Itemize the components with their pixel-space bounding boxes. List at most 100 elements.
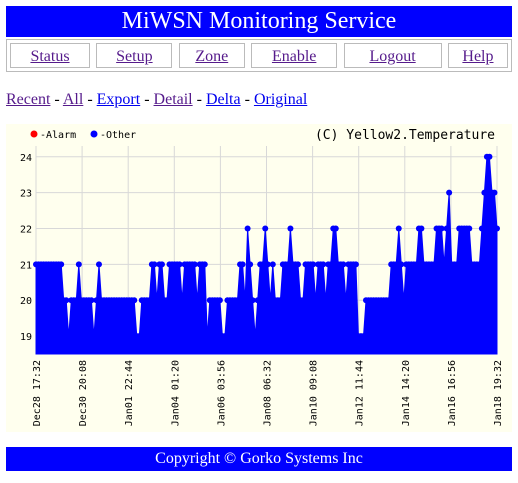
data-point: [65, 333, 72, 340]
data-point: [88, 297, 95, 304]
data-point: [400, 297, 407, 304]
data-point: [262, 225, 269, 232]
nav-enable-link[interactable]: Enable: [251, 43, 338, 68]
x-tick-label: Jan06 03:56: [216, 360, 227, 426]
data-point: [75, 261, 82, 268]
data-point: [352, 261, 359, 268]
view-delta-link[interactable]: Delta: [205, 91, 241, 108]
data-point: [360, 333, 367, 340]
link-separator: -: [50, 91, 63, 108]
data-point: [310, 261, 317, 268]
x-tick-label: Jan14 14:20: [401, 360, 412, 426]
x-tick-label: Dec30 20:08: [78, 360, 89, 426]
data-point: [476, 261, 483, 268]
data-point: [277, 297, 284, 304]
app-title: MiWSN Monitoring Service: [6, 6, 512, 37]
data-point: [481, 189, 488, 196]
data-point: [163, 297, 170, 304]
data-point: [431, 261, 438, 268]
data-point: [418, 225, 425, 232]
view-export-link[interactable]: Export: [96, 91, 141, 108]
data-point: [494, 225, 500, 232]
y-tick-label: 19: [20, 332, 32, 343]
data-point: [267, 297, 274, 304]
data-point: [393, 261, 400, 268]
data-point: [413, 261, 420, 268]
data-point: [63, 297, 70, 304]
data-point: [269, 261, 276, 268]
chart-title: (C) Yellow2.Temperature: [315, 128, 495, 143]
data-point: [90, 333, 97, 340]
data-point: [95, 261, 102, 268]
y-tick-label: 21: [20, 260, 32, 271]
data-point: [201, 261, 208, 268]
view-original-link[interactable]: Original: [253, 91, 308, 108]
data-point: [453, 261, 460, 268]
data-point: [398, 261, 405, 268]
x-tick-label: Jan16 16:56: [447, 360, 458, 426]
data-point: [146, 297, 153, 304]
x-tick-label: Jan01 22:44: [124, 360, 135, 426]
y-tick-label: 24: [20, 153, 32, 164]
data-point: [158, 261, 165, 268]
x-tick-label: Dec28 17:32: [32, 360, 43, 426]
x-tick-label: Jan08 06:32: [263, 360, 274, 426]
data-point: [300, 297, 307, 304]
data-point: [234, 297, 241, 304]
data-point: [242, 297, 249, 304]
nav-help-link[interactable]: Help: [447, 43, 508, 68]
chart-svg: 19 20 21 22 23 24 Dec28 17:32 Dec30 20:08 Jan01 …: [20, 128, 504, 426]
data-point: [216, 297, 223, 304]
view-detail-link[interactable]: Detail: [153, 91, 193, 108]
data-point: [252, 333, 259, 340]
data-point: [443, 225, 450, 232]
legend-swatch-other: [90, 130, 98, 138]
link-separator: -: [240, 91, 254, 108]
data-point: [73, 297, 80, 304]
view-recent-link[interactable]: Recent: [6, 91, 51, 108]
data-point: [93, 297, 100, 304]
data-point: [312, 297, 319, 304]
legend-label-alarm: -Alarm: [40, 130, 76, 141]
data-point: [179, 297, 186, 304]
data-point: [249, 297, 256, 304]
data-point: [438, 225, 445, 232]
temperature-chart: 19 20 21 22 23 24 Dec28 17:32 Dec30 20:08 Jan01 …: [6, 124, 512, 432]
nav-logout-link[interactable]: Logout: [343, 43, 442, 68]
data-point: [284, 261, 291, 268]
x-tick-label: Jan12 11:44: [355, 360, 366, 426]
link-separator: -: [192, 91, 206, 108]
data-point: [131, 297, 138, 304]
data-point: [151, 261, 158, 268]
link-separator: -: [83, 91, 97, 108]
data-point: [204, 333, 211, 340]
data-point: [191, 261, 198, 268]
main-nav: Status Setup Zone Enable Logout Help: [6, 39, 512, 72]
nav-status-link[interactable]: Status: [10, 43, 90, 68]
data-point: [491, 189, 498, 196]
data-point: [441, 261, 448, 268]
y-tick-label: 20: [20, 296, 32, 307]
nav-zone-link[interactable]: Zone: [178, 43, 245, 68]
data-point: [478, 225, 485, 232]
data-point: [153, 297, 160, 304]
data-point: [194, 297, 201, 304]
view-all-link[interactable]: All: [62, 91, 84, 108]
data-point: [385, 297, 392, 304]
data-point: [342, 297, 349, 304]
data-point: [340, 261, 347, 268]
data-point: [327, 261, 334, 268]
data-point: [332, 225, 339, 232]
y-tick-label: 22: [20, 224, 32, 235]
view-links: Recent - All - Export - Detail - Delta -…: [6, 91, 307, 109]
data-point: [322, 297, 329, 304]
data-point: [466, 225, 473, 232]
legend-label-other: -Other: [100, 130, 136, 141]
data-point: [176, 261, 183, 268]
nav-setup-link[interactable]: Setup: [96, 43, 173, 68]
data-point: [446, 189, 453, 196]
data-point: [221, 333, 228, 340]
data-point: [320, 261, 327, 268]
data-point: [395, 225, 402, 232]
x-tick-label: Jan10 09:08: [309, 360, 320, 426]
